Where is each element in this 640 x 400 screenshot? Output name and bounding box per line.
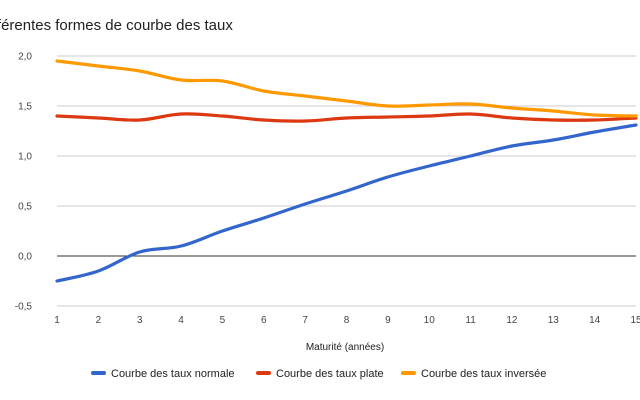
x-tick-label: 7 [302, 315, 308, 326]
x-tick-label: 5 [220, 315, 226, 326]
chart-title: fférentes formes de courbe des taux [0, 17, 233, 34]
legend: Courbe des taux normale Courbe des taux p… [91, 368, 546, 380]
series-line-inversee [55, 59, 638, 118]
x-tick-label: 6 [261, 315, 267, 326]
legend-label: Courbe des taux normale [111, 368, 235, 380]
series-lines [55, 59, 638, 283]
y-tick-label: -0,5 [15, 302, 33, 313]
x-tick-label: 15 [630, 315, 640, 326]
x-axis-ticks: 1 2 3 4 5 6 7 8 9 10 11 12 13 14 15 [54, 315, 640, 326]
y-axis-ticks: -0,5 0,0 0,5 1,0 1,5 2,0 [15, 52, 33, 313]
x-tick-label: 4 [178, 315, 184, 326]
x-tick-label: 10 [424, 315, 436, 326]
x-tick-label: 12 [506, 315, 518, 326]
legend-label: Courbe des taux inversée [421, 368, 546, 380]
x-tick-label: 11 [465, 315, 476, 326]
y-tick-label: 2,0 [18, 52, 32, 63]
x-tick-label: 9 [385, 315, 391, 326]
series-line-normale [55, 123, 638, 283]
x-tick-label: 8 [344, 315, 350, 326]
grid-lines [57, 55, 636, 307]
x-tick-label: 3 [137, 315, 143, 326]
x-tick-label: 14 [589, 315, 601, 326]
x-tick-label: 1 [54, 315, 60, 326]
x-tick-label: 13 [548, 315, 560, 326]
x-axis-title: Maturité (années) [306, 342, 384, 353]
x-tick-label: 2 [96, 315, 102, 326]
y-tick-label: 1,5 [18, 102, 32, 113]
y-tick-label: 0,0 [18, 252, 32, 263]
y-tick-label: 0,5 [18, 202, 32, 213]
legend-label: Courbe des taux plate [276, 368, 384, 380]
y-tick-label: 1,0 [18, 152, 32, 163]
series-line-plate [55, 112, 638, 123]
